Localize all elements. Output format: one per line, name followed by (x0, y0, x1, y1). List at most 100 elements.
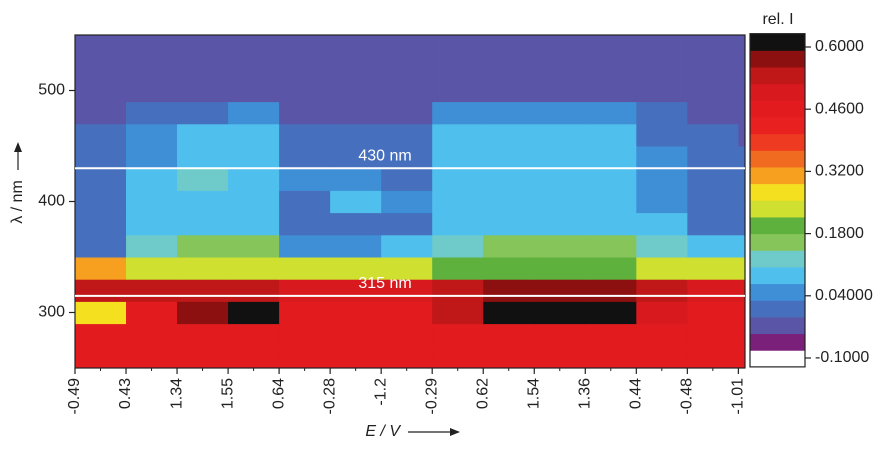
y-arrow-head (14, 142, 22, 152)
heat-cell (636, 212, 688, 236)
heat-cell (687, 79, 739, 103)
heat-cell (636, 101, 688, 125)
heat-cell (432, 345, 484, 369)
heat-cell (636, 257, 688, 280)
heat-cell (177, 101, 229, 125)
heat-cell (330, 212, 382, 236)
heat-cell (279, 101, 331, 125)
heat-cell (177, 57, 229, 80)
heat-cell (687, 345, 739, 369)
heat-cell (432, 101, 484, 125)
heat-cell (585, 190, 637, 214)
heat-cell (687, 123, 739, 147)
heat-cell (432, 57, 484, 80)
heat-cell (687, 279, 739, 302)
heat-cell (279, 234, 331, 258)
heat-cell (279, 279, 331, 302)
heat-cell (381, 234, 433, 258)
heat-cell (585, 168, 637, 191)
colorbar-swatch (750, 233, 805, 251)
heat-cell (75, 190, 127, 214)
heat-cell (585, 345, 637, 369)
x-tick-label: -0.48 (679, 378, 696, 415)
heat-cell (483, 323, 535, 347)
colorbar-swatch (750, 116, 805, 135)
heat-cell (126, 190, 178, 214)
heat-cell (585, 123, 637, 147)
heat-cell (177, 323, 229, 347)
annotation-label: 430 nm (358, 147, 411, 164)
x-arrow-head (450, 428, 460, 436)
heat-cell (738, 35, 746, 58)
x-tick-label: 0.64 (270, 378, 287, 409)
heat-cell (534, 146, 586, 169)
heat-cell (636, 301, 688, 325)
x-tick-label: 0.44 (628, 378, 645, 409)
heat-cell (738, 168, 746, 191)
heat-cell (330, 79, 382, 103)
heat-cell (534, 212, 586, 236)
heat-cell (534, 257, 586, 280)
heat-cell (75, 323, 127, 347)
heat-cell (75, 212, 127, 236)
heat-cell (126, 101, 178, 125)
heat-cell (432, 79, 484, 103)
x-tick-label: 1.36 (577, 378, 594, 409)
heat-cell (738, 301, 746, 325)
x-tick-label: -0.29 (423, 378, 440, 415)
heat-cell (432, 168, 484, 191)
heat-cell (279, 168, 331, 191)
heat-cell (687, 234, 739, 258)
heat-cell (75, 279, 127, 302)
heat-cell (75, 79, 127, 103)
colorbar-swatch (750, 266, 805, 285)
heat-cell (279, 57, 331, 80)
heat-cell (381, 57, 433, 80)
heat-cell (330, 123, 382, 147)
colorbar-swatch (750, 316, 805, 335)
heat-cell (126, 301, 178, 325)
colorbar-swatch (750, 66, 805, 85)
heat-cell (585, 234, 637, 258)
heat-cell (279, 257, 331, 280)
heat-cell (483, 101, 535, 125)
x-axis-label: E / V (365, 423, 401, 440)
heat-cell (738, 123, 746, 147)
heat-cell (636, 146, 688, 169)
heat-cell (534, 101, 586, 125)
heat-cell (177, 146, 229, 169)
heat-cell (279, 345, 331, 369)
colorbar-frame (749, 33, 806, 368)
x-tick-label: 1.54 (525, 378, 542, 409)
heat-cell (483, 123, 535, 147)
heat-cell (534, 323, 586, 347)
colorbar-tick-label: 0.3200 (815, 163, 864, 180)
heat-cell (228, 101, 280, 125)
heat-cell (432, 35, 484, 58)
colorbar-swatch (750, 183, 805, 201)
colorbar-swatch (750, 133, 805, 151)
heat-cell (75, 345, 127, 369)
heat-cell (381, 79, 433, 103)
heat-cell (126, 57, 178, 80)
heat-cell (126, 279, 178, 302)
heat-cell (483, 168, 535, 191)
colorbar-swatch (750, 150, 805, 168)
heat-cell (228, 190, 280, 214)
heat-cell (585, 79, 637, 103)
colorbar-swatch (750, 283, 805, 301)
heat-cell (330, 168, 382, 191)
x-tick-label: 0.62 (474, 378, 491, 409)
heat-cell (279, 212, 331, 236)
x-tick-label: -0.28 (321, 378, 338, 415)
heat-cell (75, 146, 127, 169)
heat-cell (381, 190, 433, 214)
heatmap (75, 35, 746, 369)
heat-cell (126, 345, 178, 369)
x-tick-label: -1.01 (730, 378, 747, 415)
heat-cell (381, 257, 433, 280)
heat-cell (432, 301, 484, 325)
colorbar-swatch (750, 50, 805, 68)
